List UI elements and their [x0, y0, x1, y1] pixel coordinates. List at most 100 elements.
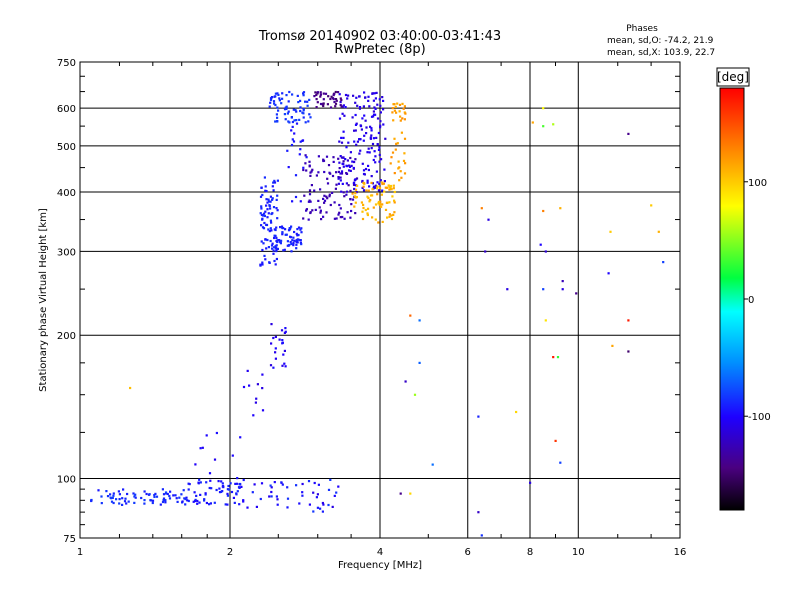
- data-point: [374, 113, 377, 116]
- data-point: [370, 127, 373, 130]
- data-point: [215, 431, 218, 435]
- data-point: [269, 219, 272, 222]
- data-point: [292, 140, 296, 143]
- data-point: [169, 490, 172, 493]
- data-point: [261, 217, 264, 220]
- data-point: [274, 263, 277, 266]
- data-point: [242, 385, 246, 389]
- data-point: [361, 210, 364, 213]
- stats-line-o: mean, sd,O: -74.2, 21.9: [607, 36, 714, 46]
- data-point: [261, 373, 264, 376]
- colorbar-ticks: 100 0 -100: [744, 178, 771, 423]
- data-point: [275, 207, 278, 210]
- data-point: [240, 485, 243, 488]
- data-point: [299, 241, 302, 244]
- x-axis-label: Frequency [MHz]: [338, 560, 422, 571]
- data-point: [333, 217, 336, 220]
- data-point: [295, 232, 298, 235]
- data-point: [404, 380, 407, 383]
- data-point: [376, 143, 379, 146]
- data-point: [279, 226, 282, 229]
- data-point: [282, 353, 285, 356]
- data-point: [379, 111, 382, 114]
- data-point: [269, 98, 273, 102]
- grid-lines: [80, 62, 680, 538]
- data-point: [391, 195, 394, 198]
- data-point: [394, 148, 397, 151]
- data-point: [332, 160, 335, 163]
- data-point: [261, 261, 264, 264]
- data-point: [269, 101, 272, 104]
- data-point: [283, 248, 286, 251]
- colorbar-label: [deg]: [717, 70, 749, 84]
- data-point: [227, 484, 230, 488]
- data-point: [338, 93, 341, 96]
- data-point: [262, 242, 265, 245]
- data-point: [367, 95, 370, 98]
- data-point: [561, 288, 564, 291]
- data-point: [267, 212, 270, 215]
- data-point: [273, 234, 276, 237]
- data-point: [331, 174, 335, 178]
- data-point: [290, 129, 293, 132]
- data-point: [261, 409, 265, 412]
- x-tick-label: 2: [227, 547, 233, 558]
- data-point: [316, 101, 319, 104]
- data-point: [340, 98, 343, 102]
- data-point: [281, 233, 284, 236]
- data-point: [360, 201, 363, 204]
- data-point: [362, 172, 366, 176]
- data-point: [309, 171, 312, 174]
- data-point: [402, 159, 406, 162]
- data-point: [304, 121, 307, 124]
- data-point: [316, 493, 319, 496]
- data-point: [381, 203, 384, 206]
- data-point: [238, 483, 241, 486]
- data-point: [376, 117, 380, 120]
- data-point: [355, 122, 358, 125]
- data-point: [305, 169, 308, 172]
- data-point: [627, 319, 630, 322]
- y-tick-label: 400: [57, 188, 76, 199]
- data-point: [117, 490, 120, 493]
- data-point: [319, 507, 322, 510]
- data-point: [330, 95, 333, 98]
- data-point: [271, 197, 274, 200]
- data-point: [352, 183, 356, 186]
- data-point: [484, 250, 487, 253]
- data-point: [308, 189, 312, 192]
- data-point: [308, 193, 312, 196]
- axis-ticks: 1 2 4 6 8 10 16 75 100 200 300 400 500 600 750: [57, 58, 686, 558]
- data-point: [327, 488, 331, 491]
- data-point: [341, 182, 344, 185]
- data-point: [354, 123, 358, 126]
- data-point: [187, 488, 190, 491]
- data-point: [322, 104, 325, 108]
- data-point: [380, 205, 383, 208]
- data-point: [299, 106, 302, 109]
- data-point: [275, 244, 278, 247]
- data-point: [298, 118, 301, 121]
- y-tick-label: 75: [63, 534, 76, 545]
- data-point: [515, 410, 518, 414]
- data-point: [255, 397, 258, 400]
- data-point: [393, 211, 396, 214]
- data-point: [277, 109, 280, 112]
- data-point: [291, 239, 294, 242]
- data-point: [364, 208, 367, 212]
- data-point: [184, 503, 187, 506]
- data-point: [140, 496, 143, 500]
- data-point: [348, 165, 352, 168]
- data-point: [260, 207, 263, 210]
- data-point: [354, 158, 357, 161]
- data-point: [263, 221, 266, 225]
- data-point: [480, 534, 483, 537]
- data-point: [314, 208, 317, 211]
- data-point: [311, 168, 314, 171]
- data-point: [335, 99, 338, 102]
- data-point: [313, 189, 316, 192]
- data-point: [256, 383, 259, 386]
- data-point: [305, 208, 308, 211]
- data-point: [480, 207, 483, 210]
